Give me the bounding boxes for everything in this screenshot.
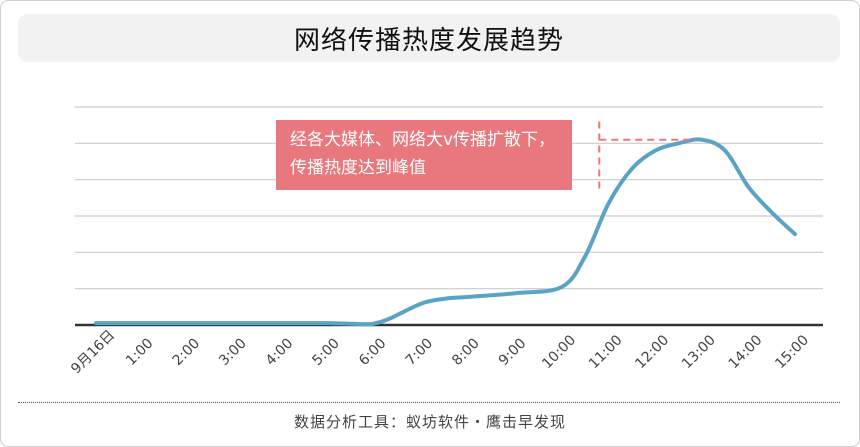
x-tick-label-11: 11:00	[586, 332, 626, 372]
annotation-callout: 经各大媒体、网络大v传播扩散下，传播热度达到峰值	[276, 120, 572, 190]
chart-title: 网络传播热度发展趋势	[293, 25, 564, 56]
x-tick-label-7: 7:00	[403, 335, 437, 369]
x-tick-label-10: 10:00	[539, 332, 579, 372]
x-tick-label-13: 13:00	[679, 332, 719, 372]
x-tick-label-4: 4:00	[263, 335, 297, 369]
series-line	[94, 137, 797, 327]
footer-divider	[18, 402, 840, 403]
x-tick-label-5: 5:00	[309, 335, 343, 369]
title-bar: 网络传播热度发展趋势	[18, 14, 840, 62]
footer-source: 数据分析工具：蚁坊软件・鹰击早发现	[293, 413, 566, 431]
x-tick-label-0: 9月16日	[68, 327, 118, 377]
x-tick-label-14: 14:00	[726, 332, 766, 372]
x-tick-label-2: 2:00	[170, 335, 204, 369]
x-tick-label-8: 8:00	[449, 335, 483, 369]
x-tick-label-9: 9:00	[496, 335, 530, 369]
x-tick-label-6: 6:00	[356, 335, 390, 369]
x-tick-label-3: 3:00	[216, 335, 250, 369]
x-tick-label-12: 12:00	[632, 332, 672, 372]
x-tick-label-15: 15:00	[772, 332, 812, 372]
x-tick-label-1: 1:00	[123, 335, 157, 369]
